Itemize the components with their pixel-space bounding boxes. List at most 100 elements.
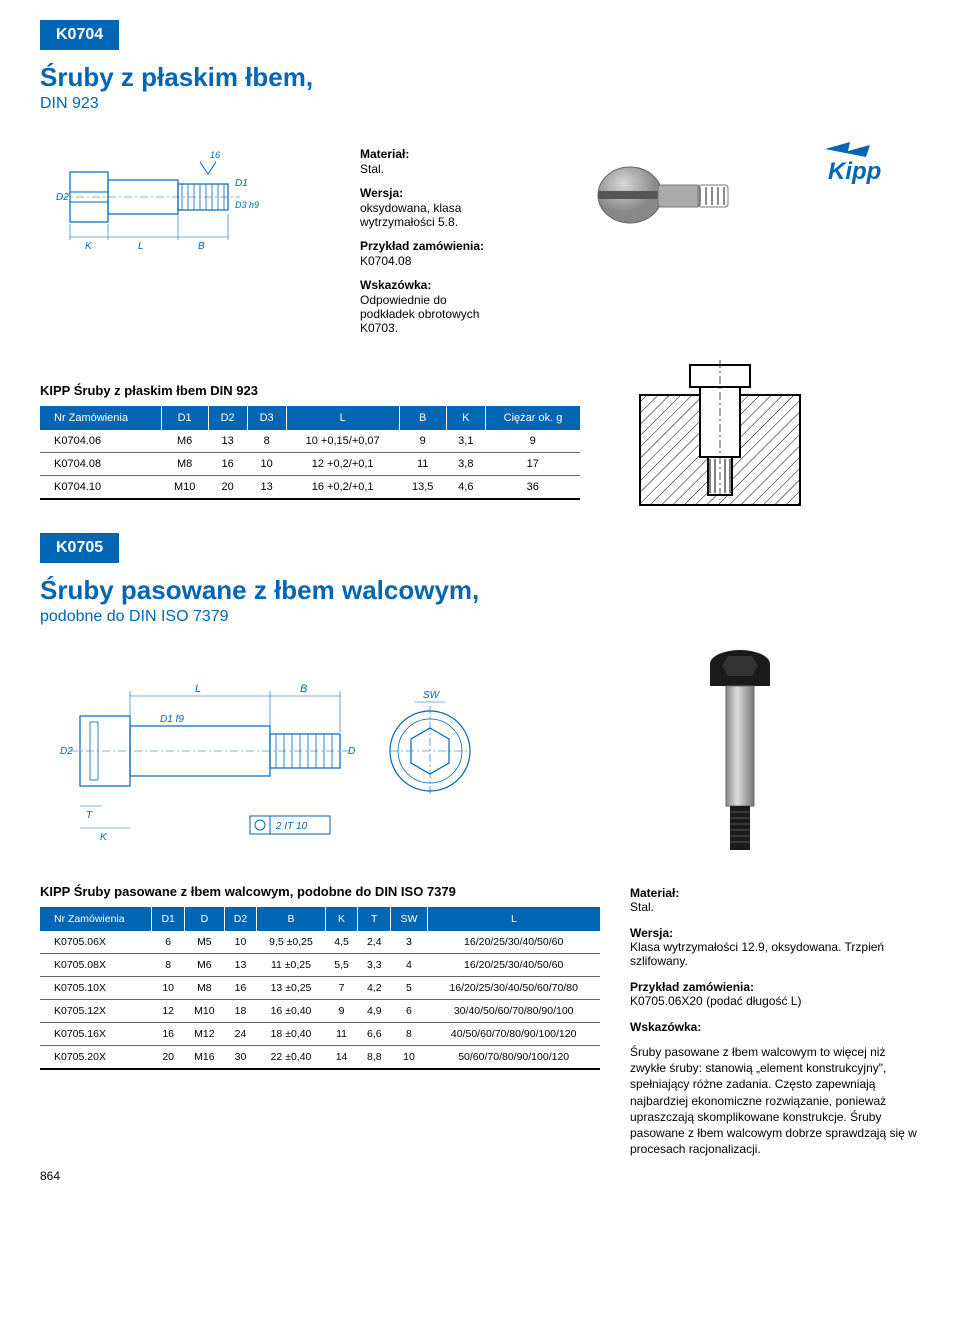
table-cell: M8 bbox=[184, 977, 224, 1000]
product-photo-k0704 bbox=[540, 137, 780, 277]
table-cell: 8 bbox=[391, 1023, 428, 1046]
table-cell: 6 bbox=[391, 1000, 428, 1023]
table-cell: 5,5 bbox=[325, 954, 358, 977]
table-header: K bbox=[446, 406, 485, 430]
table-cell: 9,5 ±0,25 bbox=[257, 931, 325, 954]
hint-label-2: Wskazówka: bbox=[630, 1020, 920, 1034]
subtitle-k0705: podobne do DIN ISO 7379 bbox=[40, 608, 920, 626]
table-cell: 11 bbox=[399, 453, 446, 476]
table-cell: 13 bbox=[247, 476, 286, 500]
table-k0704: Nr ZamówieniaD1D2D3LBKCiężar ok. g K0704… bbox=[40, 406, 580, 500]
table-cell: 30 bbox=[224, 1046, 256, 1070]
table-row: K0705.20X20M163022 ±0,40148,81050/60/70/… bbox=[40, 1046, 600, 1070]
svg-text:Kipp: Kipp bbox=[828, 158, 881, 185]
table-cell: 13 bbox=[224, 954, 256, 977]
table-cell: 9 bbox=[485, 430, 580, 453]
table-row: K0705.10X10M81613 ±0,2574,2516/20/25/30/… bbox=[40, 977, 600, 1000]
table-cell: M6 bbox=[184, 954, 224, 977]
table-cell: 24 bbox=[224, 1023, 256, 1046]
table-row: K0704.10M10201316 +0,2/+0,113,54,636 bbox=[40, 476, 580, 500]
section-k0704: K0704 Śruby z płaskim łbem, DIN 923 bbox=[40, 20, 920, 515]
badge-k0704: K0704 bbox=[40, 20, 119, 50]
table-cell: 14 bbox=[325, 1046, 358, 1070]
table-cell: 4,2 bbox=[358, 977, 391, 1000]
table-cell: 4,9 bbox=[358, 1000, 391, 1023]
table1-title: KIPP Śruby z płaskim łbem DIN 923 bbox=[40, 383, 600, 398]
svg-text:D: D bbox=[348, 746, 355, 757]
technical-drawing-k0704: 16 D2 D1 D3 h9 K L B bbox=[40, 137, 320, 257]
table-cell: 16/20/25/30/40/50/60 bbox=[427, 931, 600, 954]
table-cell: M10 bbox=[184, 1000, 224, 1023]
section-k0705: K0705 Śruby pasowane z łbem walcowym, po… bbox=[40, 533, 920, 1157]
table-cell: 8 bbox=[247, 430, 286, 453]
table-header: L bbox=[286, 406, 399, 430]
table-header: L bbox=[427, 907, 600, 931]
svg-text:D1 f9: D1 f9 bbox=[160, 714, 184, 725]
table-row: K0705.16X16M122418 ±0,40116,6840/50/60/7… bbox=[40, 1023, 600, 1046]
order-label: Przykład zamówienia: bbox=[360, 239, 500, 253]
table-cell: 13 bbox=[208, 430, 247, 453]
material-label-2: Materiał: bbox=[630, 886, 920, 900]
svg-text:K: K bbox=[100, 832, 108, 843]
table-cell: 8 bbox=[152, 954, 184, 977]
table-cell: 3 bbox=[391, 931, 428, 954]
table-cell: 10 +0,15/+0,07 bbox=[286, 430, 399, 453]
version-label: Wersja: bbox=[360, 186, 500, 200]
table-header: D2 bbox=[208, 406, 247, 430]
table-cell: 11 bbox=[325, 1023, 358, 1046]
table-header: D1 bbox=[161, 406, 208, 430]
version-value-2: Klasa wytrzymałości 12.9, oksydowana. Tr… bbox=[630, 940, 920, 968]
version-value: oksydowana, klasa wytrzymałości 5.8. bbox=[360, 201, 500, 229]
table-header: B bbox=[257, 907, 325, 931]
order-label-2: Przykład zamówienia: bbox=[630, 980, 920, 994]
svg-text:K: K bbox=[85, 241, 93, 252]
top-row-k0704: 16 D2 D1 D3 h9 K L B Materiał: Stal. bbox=[40, 137, 920, 335]
table-cell: M12 bbox=[184, 1023, 224, 1046]
table-cell: 16 bbox=[208, 453, 247, 476]
table-cell: 12 bbox=[152, 1000, 184, 1023]
hint-value: Odpowiednie do podkładek obrotowych K070… bbox=[360, 293, 500, 335]
table-cell: 30/40/50/60/70/80/90/100 bbox=[427, 1000, 600, 1023]
svg-text:D1: D1 bbox=[235, 178, 248, 189]
svg-text:SW: SW bbox=[423, 690, 441, 701]
table-cell: 5 bbox=[391, 977, 428, 1000]
table-cell: 6,6 bbox=[358, 1023, 391, 1046]
version-label-2: Wersja: bbox=[630, 926, 920, 940]
table-cell: K0704.10 bbox=[40, 476, 161, 500]
subtitle-k0704: DIN 923 bbox=[40, 95, 920, 113]
table-header: D3 bbox=[247, 406, 286, 430]
table-cell: 13,5 bbox=[399, 476, 446, 500]
table-cell: 18 bbox=[224, 1000, 256, 1023]
table-row: K0705.08X8M61311 ±0,255,53,3416/20/25/30… bbox=[40, 954, 600, 977]
table-row: K0705.12X12M101816 ±0,4094,9630/40/50/60… bbox=[40, 1000, 600, 1023]
svg-text:B: B bbox=[198, 241, 205, 252]
table-cell: M6 bbox=[161, 430, 208, 453]
product-photo-k0705 bbox=[630, 636, 920, 866]
table-k0705: Nr ZamówieniaD1DD2BKTSWL K0705.06X6M5109… bbox=[40, 907, 600, 1070]
table-cell: 36 bbox=[485, 476, 580, 500]
table-cell: 13 ±0,25 bbox=[257, 977, 325, 1000]
table-header: D bbox=[184, 907, 224, 931]
order-value: K0704.08 bbox=[360, 254, 500, 268]
svg-text:B: B bbox=[300, 683, 307, 695]
table-cell: 17 bbox=[485, 453, 580, 476]
table-cell: M16 bbox=[184, 1046, 224, 1070]
table-cell: 10 bbox=[247, 453, 286, 476]
table-cell: 10 bbox=[224, 931, 256, 954]
svg-text:T: T bbox=[86, 810, 93, 821]
table-cell: 7 bbox=[325, 977, 358, 1000]
table-header: Nr Zamówienia bbox=[40, 907, 152, 931]
info-k0704: Materiał: Stal. Wersja: oksydowana, klas… bbox=[360, 137, 500, 335]
table-cell: K0705.08X bbox=[40, 954, 152, 977]
page-number: 864 bbox=[40, 1169, 920, 1183]
table-cell: 3,3 bbox=[358, 954, 391, 977]
table-row: K0704.08M8161012 +0,2/+0,1113,817 bbox=[40, 453, 580, 476]
table-cell: 50/60/70/80/90/100/120 bbox=[427, 1046, 600, 1070]
table-cell: K0705.20X bbox=[40, 1046, 152, 1070]
svg-text:D3 h9: D3 h9 bbox=[235, 200, 259, 210]
table-cell: M10 bbox=[161, 476, 208, 500]
table-cell: 4,5 bbox=[325, 931, 358, 954]
table-cell: 22 ±0,40 bbox=[257, 1046, 325, 1070]
table-cell: K0705.12X bbox=[40, 1000, 152, 1023]
table2-title: KIPP Śruby pasowane z łbem walcowym, pod… bbox=[40, 884, 600, 899]
